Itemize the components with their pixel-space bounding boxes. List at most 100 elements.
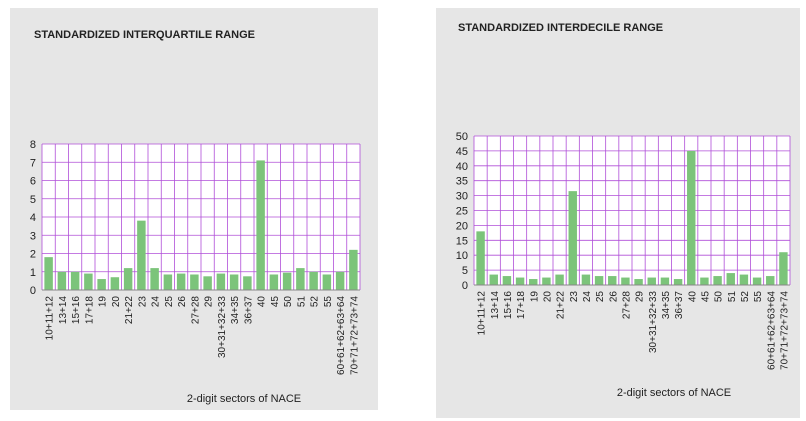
x-tick-label: 27+28 <box>621 291 632 320</box>
y-tick-label: 35 <box>456 176 468 188</box>
bar <box>176 273 186 290</box>
y-tick-label: 4 <box>30 212 36 224</box>
y-tick-label: 5 <box>462 265 468 277</box>
y-tick-label: 45 <box>456 146 468 158</box>
y-tick-label: 2 <box>30 249 36 261</box>
bar <box>476 231 485 285</box>
chart-title: STANDARDIZED INTERDECILE RANGE <box>458 22 663 34</box>
bar <box>229 274 239 290</box>
bar <box>309 271 318 290</box>
bar <box>687 150 696 285</box>
x-tick-label: 24 <box>582 291 593 303</box>
y-tick-label: 1 <box>30 267 36 279</box>
bar <box>713 276 722 285</box>
x-tick-label: 36+37 <box>674 291 685 320</box>
bar <box>335 271 345 290</box>
bar <box>634 279 643 285</box>
x-tick-label: 70+71+72+73+74 <box>349 296 360 375</box>
bar <box>296 268 305 290</box>
x-axis-label: 2-digit sectors of NACE <box>617 387 731 399</box>
bar <box>766 276 775 285</box>
x-tick-label: 51 <box>727 291 738 303</box>
bar <box>282 272 292 290</box>
x-tick-label: 21+22 <box>124 296 135 325</box>
x-tick-label: 24 <box>151 296 162 308</box>
bar <box>726 273 735 285</box>
y-tick-label: 15 <box>456 235 468 247</box>
bar <box>84 273 93 290</box>
x-tick-label: 34+35 <box>230 296 241 325</box>
bar <box>44 257 53 290</box>
x-tick-label: 21+22 <box>556 291 567 320</box>
bar <box>581 274 591 285</box>
x-tick-label: 20 <box>111 296 122 308</box>
x-tick-label: 29 <box>635 291 646 303</box>
bar <box>256 160 265 290</box>
x-tick-label: 25 <box>595 291 606 303</box>
bar <box>752 277 762 285</box>
bar <box>269 274 279 290</box>
y-tick-label: 30 <box>456 191 468 203</box>
x-tick-label: 52 <box>310 296 321 308</box>
x-tick-label: 17+18 <box>84 296 95 325</box>
bar <box>163 274 173 290</box>
x-tick-label: 27+28 <box>190 296 201 325</box>
y-tick-label: 3 <box>30 230 36 242</box>
x-tick-label: 36+37 <box>243 296 254 325</box>
y-tick-label: 6 <box>30 176 36 188</box>
x-tick-label: 19 <box>529 291 540 303</box>
bar <box>608 276 617 285</box>
bar <box>190 274 199 290</box>
x-tick-label: 30+31+32+33 <box>217 296 228 358</box>
x-tick-label: 19 <box>98 296 109 308</box>
x-tick-label: 26 <box>608 291 619 303</box>
bar <box>594 276 604 285</box>
y-tick-label: 20 <box>456 220 468 232</box>
bar <box>150 268 159 290</box>
bar <box>779 252 788 285</box>
y-tick-label: 25 <box>456 206 468 218</box>
x-tick-label: 13+14 <box>58 296 69 325</box>
x-tick-label: 70+71+72+73+74 <box>779 291 790 370</box>
x-tick-label: 20 <box>542 291 553 303</box>
x-axis-label: 2-digit sectors of NACE <box>187 393 301 405</box>
x-tick-label: 40 <box>257 296 268 308</box>
bar <box>660 277 670 285</box>
x-tick-label: 55 <box>753 291 764 303</box>
x-tick-label: 52 <box>740 291 751 303</box>
y-tick-label: 7 <box>30 157 36 169</box>
y-tick-label: 50 <box>456 131 468 143</box>
x-tick-label: 10+11+12 <box>477 291 488 336</box>
bar <box>489 274 498 285</box>
y-tick-label: 5 <box>30 194 36 206</box>
x-tick-label: 26 <box>177 296 188 308</box>
x-tick-label: 45 <box>270 296 281 308</box>
bar <box>322 274 332 290</box>
bar <box>647 277 656 285</box>
y-tick-label: 10 <box>456 250 468 262</box>
bar <box>502 276 512 285</box>
x-tick-label: 60+61+62+63+64 <box>766 291 777 370</box>
x-tick-label: 34+35 <box>661 291 672 320</box>
x-tick-label: 40 <box>687 291 698 303</box>
x-tick-label: 50 <box>714 291 725 303</box>
bar <box>673 279 683 285</box>
x-tick-label: 55 <box>323 296 334 308</box>
y-tick-label: 0 <box>462 280 468 292</box>
x-tick-label: 10+11+12 <box>45 296 56 341</box>
bar <box>203 276 212 290</box>
x-tick-label: 15+16 <box>71 296 82 325</box>
x-tick-label: 13+14 <box>490 291 501 320</box>
bar <box>123 268 133 290</box>
x-tick-label: 45 <box>700 291 711 303</box>
x-tick-label: 60+61+62+63+64 <box>336 296 347 375</box>
bar <box>110 277 120 290</box>
bar <box>97 279 106 290</box>
x-tick-label: 51 <box>296 296 307 308</box>
y-tick-label: 0 <box>30 285 36 297</box>
chart-title: STANDARDIZED INTERQUARTILE RANGE <box>34 29 255 41</box>
bar <box>739 274 749 285</box>
bar <box>529 279 538 285</box>
y-tick-label: 40 <box>456 161 468 173</box>
